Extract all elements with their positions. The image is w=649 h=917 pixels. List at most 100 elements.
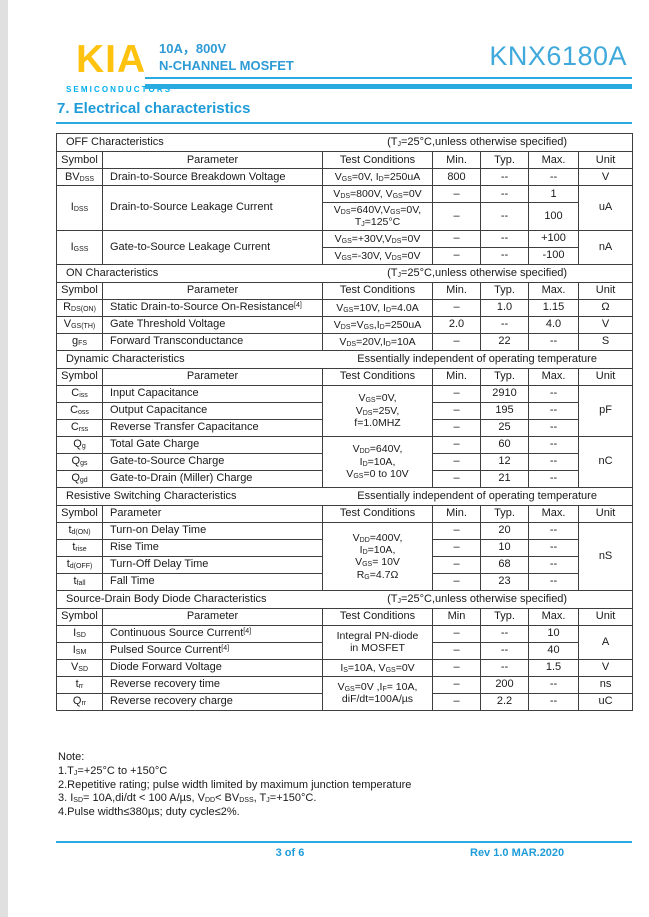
data-cell: IS=10A, VGS=0V bbox=[322, 658, 433, 677]
data-cell: Reverse recovery charge bbox=[102, 692, 323, 711]
data-cell: -100 bbox=[528, 246, 579, 265]
data-cell: -- bbox=[528, 692, 579, 711]
data-cell: 1.15 bbox=[528, 298, 579, 317]
data-cell: V bbox=[577, 168, 634, 186]
section-header-cell: Dynamic Characteristics Essentially indep… bbox=[55, 349, 634, 369]
column-header-cell: Min. bbox=[432, 504, 481, 523]
data-cell: Gate Threshold Voltage bbox=[102, 315, 323, 334]
section-condition: (TJ=25°C,unless otherwise specified) bbox=[387, 136, 568, 149]
data-cell: Gate-to-Drain (Miller) Charge bbox=[102, 469, 323, 488]
data-cell: – bbox=[432, 298, 481, 317]
data-cell: – bbox=[432, 384, 481, 403]
part-type: N-CHANNEL MOSFET bbox=[159, 58, 294, 73]
column-header-cell: Typ. bbox=[480, 281, 529, 300]
data-cell: Integral PN-diode in MOSFET bbox=[322, 624, 433, 660]
data-cell: Input Capacitance bbox=[102, 384, 323, 403]
column-header-cell: Min. bbox=[432, 151, 481, 169]
section-label: Dynamic Characteristics bbox=[66, 352, 185, 365]
notes-title: Note: bbox=[58, 751, 85, 763]
data-cell: -- bbox=[528, 521, 579, 540]
data-cell: 12 bbox=[480, 452, 529, 471]
data-cell: Continuous Source Current[4] bbox=[102, 624, 323, 643]
data-cell: uA bbox=[577, 185, 634, 231]
part-summary: 10A，800V N-CHANNEL MOSFET bbox=[159, 40, 294, 74]
column-header-cell: Parameter bbox=[102, 367, 323, 386]
data-cell: – bbox=[432, 692, 481, 711]
column-header-cell: Max. bbox=[528, 367, 579, 386]
data-cell: 1.5 bbox=[528, 658, 579, 677]
data-cell: Fall Time bbox=[102, 572, 323, 591]
data-cell: Ciss bbox=[56, 384, 103, 403]
section-title: 7. Electrical characteristics bbox=[57, 100, 251, 117]
data-cell: -- bbox=[480, 624, 529, 643]
data-cell: IGSS bbox=[56, 229, 103, 265]
column-header-cell: Parameter bbox=[102, 151, 323, 169]
column-header-cell: Unit bbox=[577, 504, 634, 523]
section-condition: Essentially independent of operating tem… bbox=[357, 489, 597, 502]
data-cell: VGS=10V, ID=4.0A bbox=[322, 298, 433, 317]
data-cell: VGS=-30V, VDS=0V bbox=[322, 246, 433, 265]
data-cell: – bbox=[432, 572, 481, 591]
note-line: 2.Repetitive rating; pulse width limited… bbox=[58, 778, 412, 791]
section-title-underline bbox=[56, 122, 632, 124]
data-cell: nS bbox=[577, 521, 634, 591]
column-header-cell: Symbol bbox=[56, 281, 103, 300]
data-cell: V bbox=[577, 315, 634, 334]
column-header-cell: Parameter bbox=[102, 281, 323, 300]
data-cell: Drain-to-Source Breakdown Voltage bbox=[102, 168, 323, 186]
note-line: 4.Pulse width≤380µs; duty cycle≤2%. bbox=[58, 806, 240, 819]
data-cell: -- bbox=[480, 185, 529, 203]
data-cell: -- bbox=[528, 572, 579, 591]
data-cell: 2.2 bbox=[480, 692, 529, 711]
data-cell: VGS=+30V,VDS=0V bbox=[322, 229, 433, 248]
data-cell: IDSS bbox=[56, 185, 103, 231]
data-cell: 10 bbox=[480, 538, 529, 557]
column-header-cell: Max. bbox=[528, 504, 579, 523]
section-condition: Essentially independent of operating tem… bbox=[357, 352, 597, 365]
data-cell: VSD bbox=[56, 658, 103, 677]
column-header-cell: Test Conditions bbox=[322, 281, 433, 300]
data-cell: VDD=640V, ID=10A, VGS=0 to 10V bbox=[322, 435, 433, 488]
data-cell: -- bbox=[480, 641, 529, 660]
section-header-cell: ON Characteristics (TJ=25°C,unless otherw… bbox=[55, 263, 634, 283]
data-cell: -- bbox=[528, 435, 579, 454]
data-cell: -- bbox=[480, 202, 529, 231]
data-cell: -- bbox=[528, 555, 579, 574]
data-cell: trise bbox=[56, 538, 103, 557]
data-cell: 800 bbox=[432, 168, 481, 186]
data-cell: -- bbox=[528, 469, 579, 488]
column-header-cell: Unit bbox=[577, 281, 634, 300]
data-cell: VGS=0V, VDS=25V, f=1.0MHZ bbox=[322, 384, 433, 437]
notes-block: Note: 1.TJ=+25°C to +150°C 2.Repetitive … bbox=[58, 751, 411, 820]
data-cell: Reverse recovery time bbox=[102, 675, 323, 694]
data-cell: Crss bbox=[56, 418, 103, 437]
column-header-cell: Test Conditions bbox=[322, 367, 433, 386]
data-cell: Diode Forward Voltage bbox=[102, 658, 323, 677]
data-cell: -- bbox=[480, 658, 529, 677]
data-cell: 1 bbox=[528, 185, 579, 203]
data-cell: Gate-to-Source Charge bbox=[102, 452, 323, 471]
data-cell: – bbox=[432, 418, 481, 437]
data-cell: Reverse Transfer Capacitance bbox=[102, 418, 323, 437]
data-cell: ISM bbox=[56, 641, 103, 660]
data-cell: 2.0 bbox=[432, 315, 481, 334]
data-cell: tfall bbox=[56, 572, 103, 591]
data-cell: -- bbox=[528, 675, 579, 694]
data-cell: – bbox=[432, 658, 481, 677]
data-cell: 68 bbox=[480, 555, 529, 574]
column-header-cell: Max. bbox=[528, 281, 579, 300]
column-header-cell: Unit bbox=[577, 151, 634, 169]
data-cell: nA bbox=[577, 229, 634, 265]
data-cell: – bbox=[432, 401, 481, 420]
data-cell: ns bbox=[577, 675, 634, 694]
data-cell: -- bbox=[528, 384, 579, 403]
kia-logo: KIA bbox=[76, 38, 147, 81]
data-cell: – bbox=[432, 555, 481, 574]
data-cell: 25 bbox=[480, 418, 529, 437]
data-cell: nC bbox=[577, 435, 634, 488]
data-cell: 21 bbox=[480, 469, 529, 488]
data-cell: 195 bbox=[480, 401, 529, 420]
data-cell: Ω bbox=[577, 298, 634, 317]
section-condition: (TJ=25°C,unless otherwise specified) bbox=[387, 266, 568, 279]
data-cell: -- bbox=[528, 452, 579, 471]
